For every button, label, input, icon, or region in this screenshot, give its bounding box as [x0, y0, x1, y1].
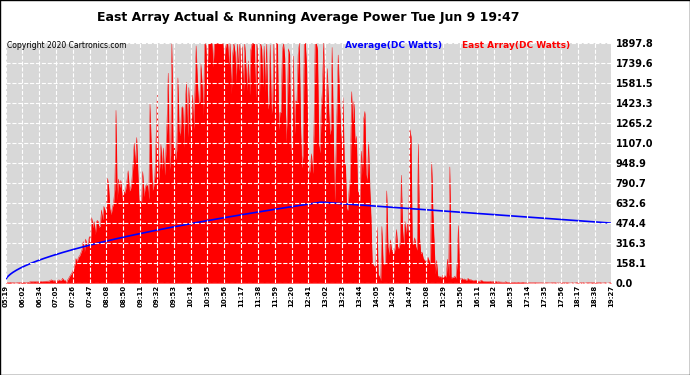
- Text: East Array Actual & Running Average Power Tue Jun 9 19:47: East Array Actual & Running Average Powe…: [97, 11, 520, 24]
- Text: Average(DC Watts): Average(DC Watts): [345, 41, 442, 50]
- Text: East Array(DC Watts): East Array(DC Watts): [462, 41, 571, 50]
- Text: Copyright 2020 Cartronics.com: Copyright 2020 Cartronics.com: [7, 41, 126, 50]
